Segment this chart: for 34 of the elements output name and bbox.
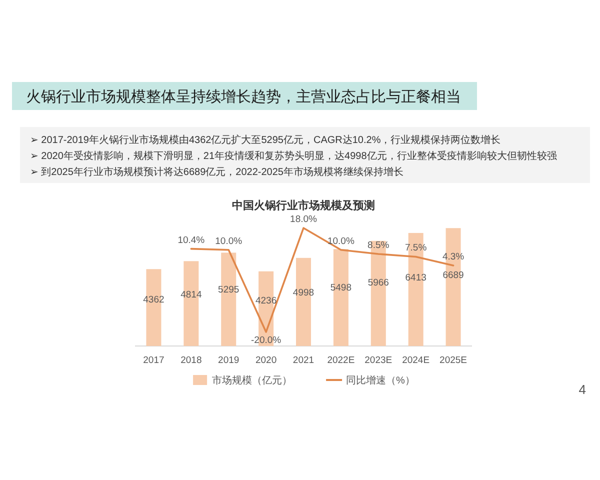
legend-label: 市场规模（亿元） (212, 376, 292, 386)
chart-title: 中国火锅行业市场规模及预测 (232, 200, 375, 212)
x-tick-label: 2024E (402, 355, 430, 366)
bar-label: 6413 (405, 272, 426, 284)
line-label: 7.5% (405, 242, 427, 254)
line-label: 4.3% (442, 252, 464, 262)
x-tick-label: 2023E (364, 355, 392, 366)
x-tick-label: 2021 (292, 355, 314, 366)
bar-label: 4814 (180, 290, 202, 301)
x-tick-label: 2022E (327, 355, 355, 366)
line-label: 10.0% (327, 236, 354, 247)
x-tick-label: 2020 (255, 355, 277, 366)
bar-label: 6689 (442, 270, 464, 281)
annotation: ➢ 到2025年行业市场规模预计将达6689亿元，2022-2025年市场规模将继续保持增长 (30, 167, 404, 178)
x-tick-label: 2019 (218, 355, 240, 366)
bar-label: 4236 (255, 296, 277, 307)
annotation: ➢ 2020年受疫情影响，规模下滑明显，21年疫情缓和复苏势头明显，达4998亿元，行业整体受疫情影响较大但韧性较强 (30, 151, 557, 162)
bar-label: 5498 (330, 282, 352, 294)
line-label: 10.4% (178, 234, 205, 246)
page-number: 4 (578, 382, 586, 397)
line-label: 18.0% (290, 214, 317, 225)
line-label: 8.5% (368, 240, 390, 251)
bar-label: 4362 (143, 294, 164, 306)
line-label: -20.0% (251, 335, 282, 346)
x-tick-label: 2017 (143, 355, 164, 366)
x-tick-label: 2025E (440, 355, 468, 366)
bar-label: 5295 (218, 284, 240, 296)
bar-label: 5966 (368, 277, 389, 288)
line-label: 10.0% (215, 236, 242, 247)
legend-label: 同比增速（%） (346, 376, 415, 386)
x-tick-label: 2018 (180, 355, 202, 366)
bar-label: 4998 (292, 288, 314, 299)
annotation: ➢ 2017-2019年火锅行业市场规模由4362亿元扩大至5295亿元，CAGR达10.2%，行业规模保持两位数增长 (30, 135, 501, 146)
title: 火锅行业市场规模整体呈持续增长趋势，主营业态占比与正餐相当 (26, 88, 461, 106)
